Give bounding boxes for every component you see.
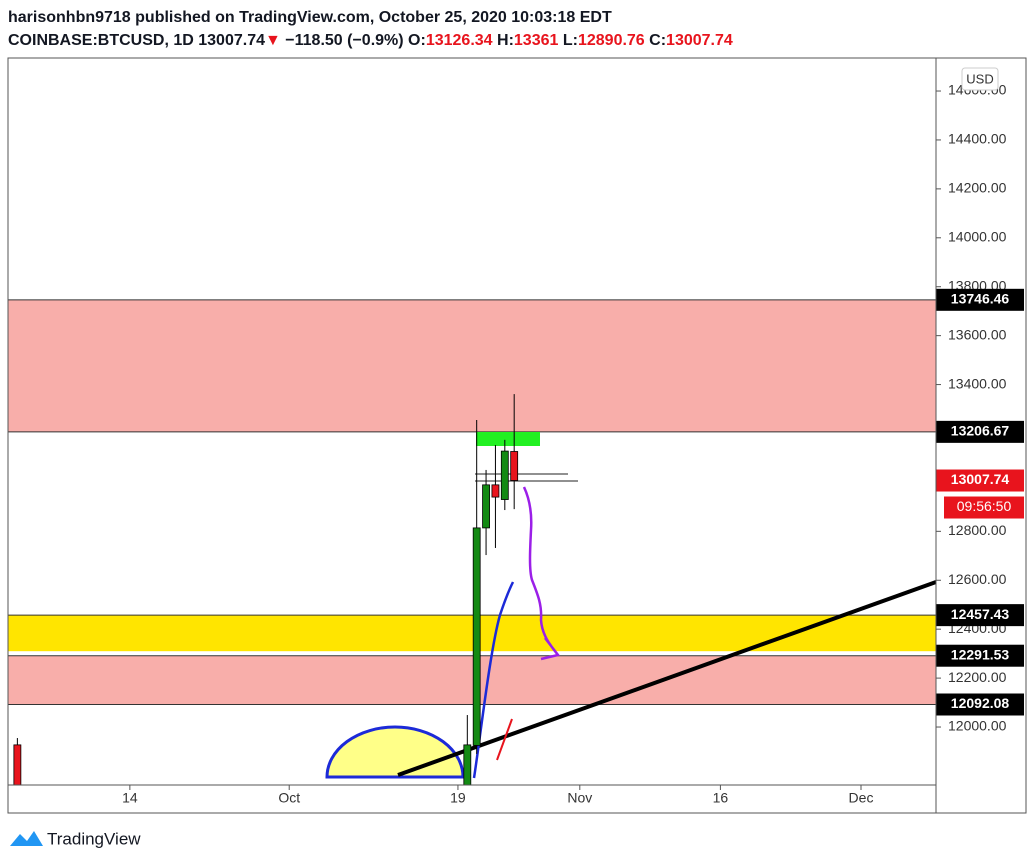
y-tick-label: 12800.00 (948, 522, 1007, 538)
h-label: H: (497, 32, 514, 49)
c-label: C: (649, 32, 667, 49)
publisher-line: harisonhbn9718 published on TradingView.… (8, 6, 733, 29)
logo-icon (10, 831, 43, 846)
high: 13361 (513, 32, 559, 49)
logo (10, 831, 43, 846)
trend-line (397, 580, 936, 777)
last-price: 13007.74 (198, 32, 265, 49)
l-label: L: (562, 32, 578, 49)
y-tick-label: 13600.00 (948, 326, 1007, 342)
price-label: 13746.46 (951, 291, 1010, 307)
y-tick-label: 14000.00 (948, 228, 1007, 244)
last-price-label: 13007.74 (951, 471, 1010, 487)
y-tick-label: 12600.00 (948, 571, 1007, 587)
last-price-box (936, 469, 1024, 492)
y-tick-label: 14200.00 (948, 180, 1007, 196)
red-line (496, 718, 513, 761)
countdown: 09:56:50 (957, 498, 1012, 514)
candle-body (500, 450, 509, 500)
x-tick-label: Oct (278, 790, 300, 806)
x-tick-label: Dec (849, 790, 874, 806)
symbol: COINBASE:BTCUSD, 1D (8, 32, 194, 49)
change: −118.50 (−0.9%) (285, 32, 404, 49)
candles (13, 394, 519, 785)
price-labels: 13746.46 13206.67 12457.43 12291.53 12092.08… (936, 288, 1024, 716)
zone (8, 299, 936, 432)
brand: TradingView (47, 829, 141, 848)
x-tick-label: Nov (567, 790, 592, 806)
frame (7, 57, 1027, 814)
price-label: 12457.43 (951, 606, 1010, 622)
header: harisonhbn9718 published on TradingView.… (8, 6, 733, 52)
ohlc-line: COINBASE:BTCUSD, 1D 13007.74▼ −118.50 (−… (8, 29, 733, 52)
low: 12890.76 (577, 32, 645, 49)
countdown-box (944, 496, 1024, 519)
currency: USD (966, 71, 993, 86)
candle-body (482, 484, 490, 529)
price-label-box (936, 288, 1024, 311)
arrow: ▼ (264, 32, 281, 49)
close: 13007.74 (666, 32, 733, 49)
semicircle-drawing (325, 725, 465, 779)
zone (8, 615, 936, 652)
price-label-box (936, 644, 1024, 667)
drawings (325, 432, 936, 779)
candle-body (13, 744, 22, 785)
candle-body (463, 744, 472, 785)
purple-arrow (522, 486, 561, 661)
y-tick-label: 14400.00 (948, 131, 1007, 147)
o-label: O: (408, 32, 426, 49)
price-label-box (936, 604, 1024, 627)
x-tick-label: 16 (713, 790, 729, 806)
price-label-box (936, 420, 1024, 443)
publisher: harisonhbn9718 published on TradingView.… (8, 9, 612, 26)
price-label-box (936, 693, 1024, 716)
price-label: 12291.53 (951, 646, 1010, 662)
price-label: 13206.67 (951, 423, 1010, 439)
y-tick-label: 12000.00 (948, 718, 1007, 734)
y-tick-label: 12200.00 (948, 669, 1007, 685)
currency-box (961, 67, 999, 91)
x-tick-label: 14 (122, 790, 138, 806)
x-tick-label: 19 (450, 790, 466, 806)
candle-body (510, 451, 519, 481)
candle-body (491, 484, 500, 498)
y-tick-label: 13400.00 (948, 375, 1007, 391)
green-box (476, 432, 540, 446)
zone (8, 655, 936, 705)
candle-body (472, 527, 481, 746)
zones (8, 299, 936, 706)
open: 13126.34 (425, 32, 493, 49)
price-label: 12092.08 (951, 695, 1010, 711)
